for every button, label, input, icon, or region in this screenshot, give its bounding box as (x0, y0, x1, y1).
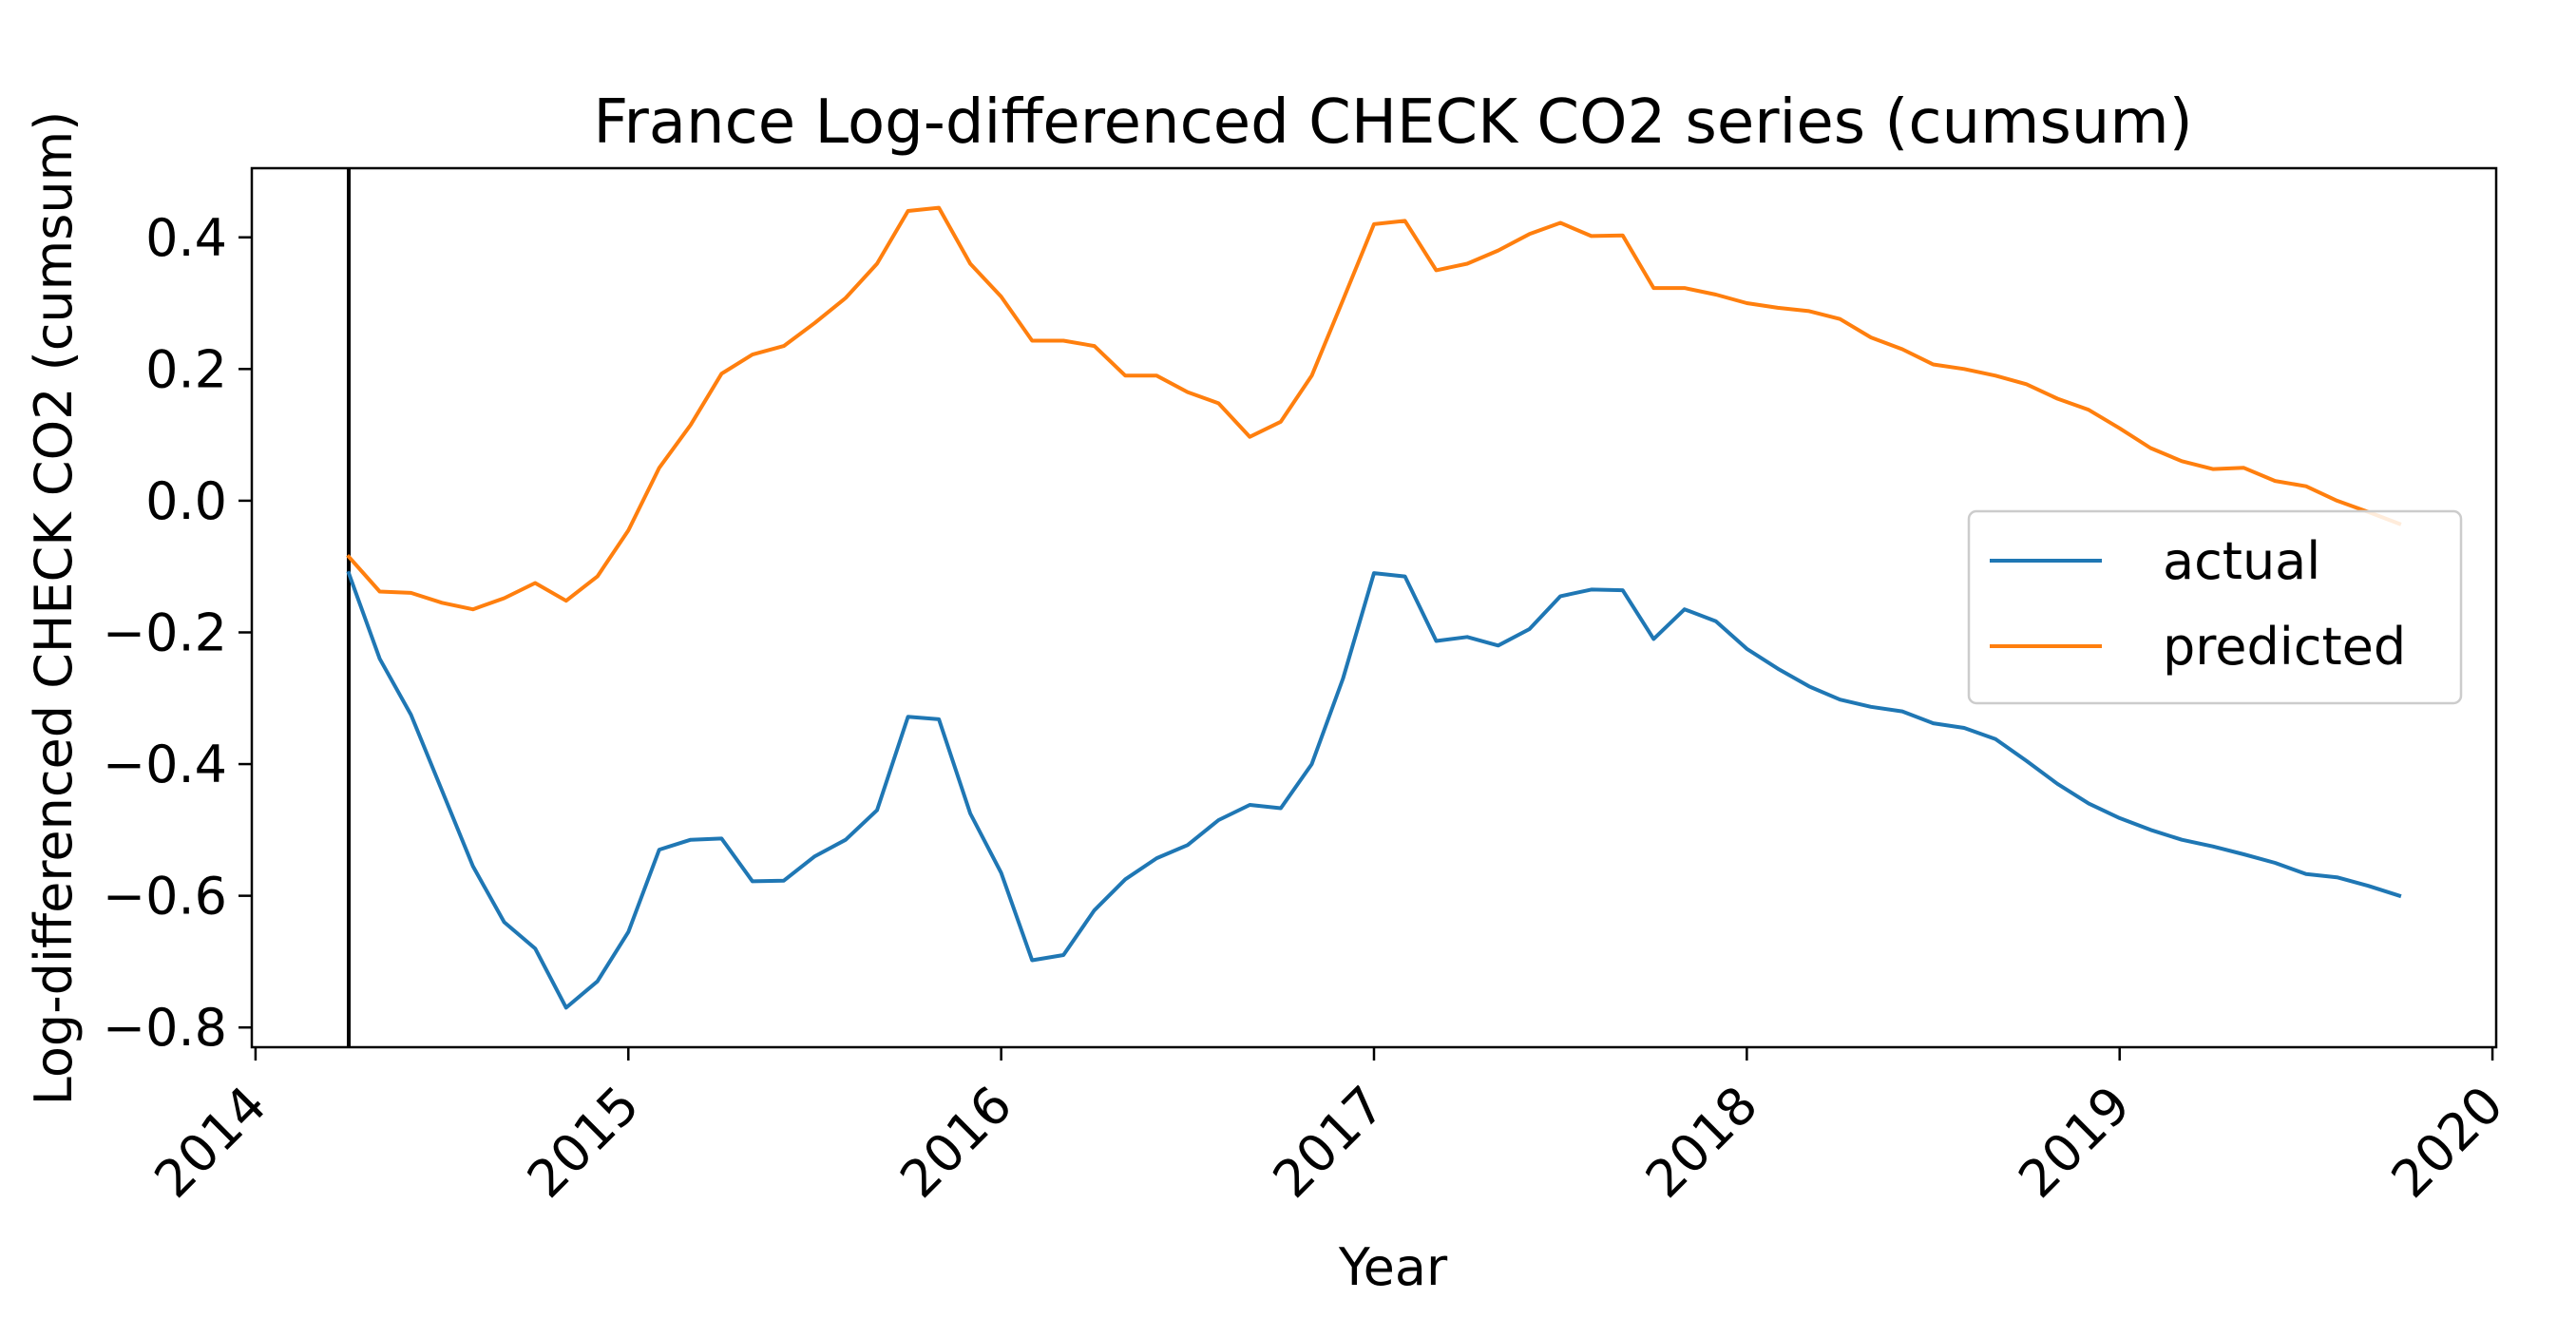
plot-area (250, 166, 2498, 1049)
y-axis-label: Log-differenced CHECK CO2 (cumsum) (24, 111, 84, 1106)
y-tick-label: −0.4 (103, 735, 227, 794)
y-tick-label: −0.8 (103, 998, 227, 1058)
series-line-actual (346, 570, 2402, 1010)
y-tick-label: −0.2 (103, 602, 227, 662)
x-axis-label: Year (1338, 1237, 1448, 1297)
y-tick-label: −0.6 (103, 867, 227, 927)
legend-label-actual: actual (2163, 531, 2320, 591)
y-tick-label: 0.4 (145, 208, 227, 268)
y-tick-label: 0.0 (145, 471, 227, 531)
y-axis: 0.4 0.2 0.0 −0.2 −0.4 −0.6 −0.8 (103, 208, 252, 1058)
legend-label-predicted: predicted (2163, 617, 2406, 677)
y-tick-label: 0.2 (145, 339, 227, 399)
series-line-predicted (346, 205, 2402, 612)
legend: actual predicted (1967, 509, 2463, 705)
chart-title: France Log-differenced CHECK CO2 series … (593, 87, 2192, 158)
